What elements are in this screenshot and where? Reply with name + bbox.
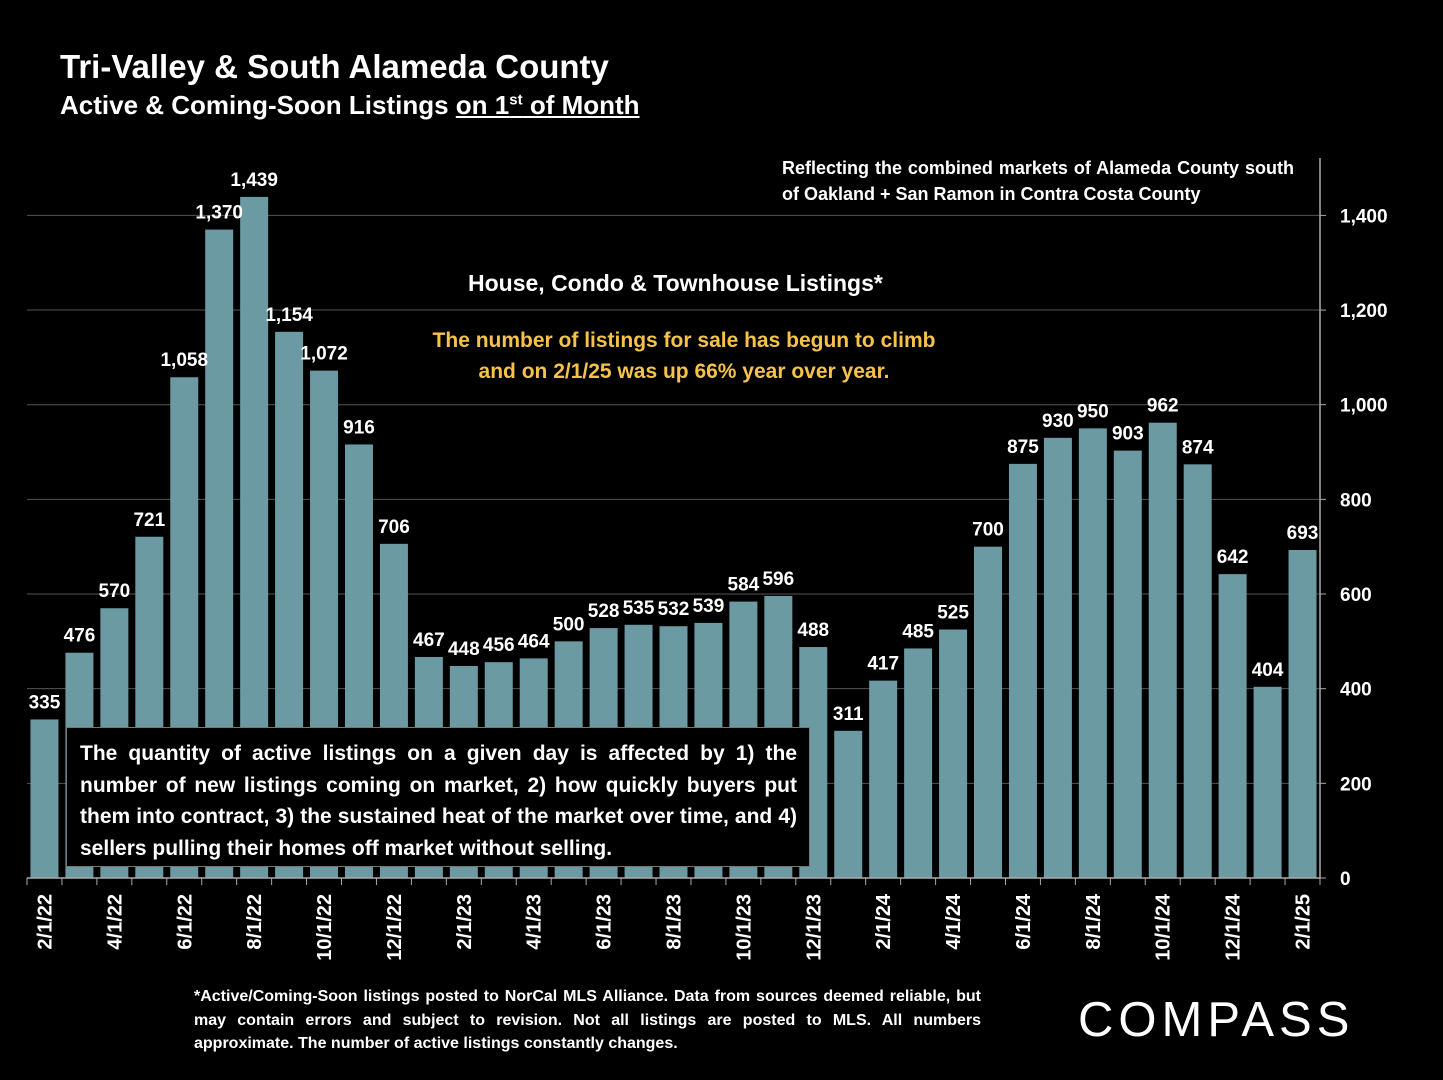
bar [1253,686,1282,878]
subtitle-main: Active & Coming-Soon Listings [60,90,456,120]
x-tick-label: 4/1/22 [104,894,126,950]
x-tick-label: 4/1/24 [943,893,965,949]
y-tick-label: 1,000 [1340,396,1388,417]
x-tick-labels: 2/1/22 4/1/22 6/1/22 8/1/22 10/1/22 12/1/22 2/… [34,893,1314,961]
bar [1218,574,1247,878]
data-label: 311 [833,704,864,725]
y-tick-label: 1,200 [1340,301,1388,322]
bar [904,648,933,878]
y-tick-label: 0 [1340,869,1351,890]
bar [1043,437,1072,878]
x-tick-label: 2/1/22 [34,894,56,950]
y-tick-label: 400 [1340,680,1372,701]
data-label: 962 [1147,396,1179,417]
data-label: 1,072 [300,344,348,365]
data-label: 916 [343,417,375,438]
bar [834,730,863,878]
x-tick-label: 10/1/22 [314,894,336,961]
data-label: 500 [553,614,585,635]
data-label: 525 [937,603,969,624]
y-tick-label: 200 [1340,774,1372,795]
subtitle-underlined-post: of Month [522,90,640,120]
bar [30,719,59,878]
bar [869,680,898,878]
highlight-line-1: The number of listings for sale has begu… [432,329,936,352]
subtitle-superscript: st [509,91,523,109]
data-labels: 335 476 570 721 1,058 1,370 1,439 1,154 1,072 916… [29,170,1319,725]
bar [1113,450,1142,878]
data-label: 464 [518,631,550,652]
x-tick-label: 8/1/22 [244,894,266,950]
data-label: 584 [728,575,760,596]
y-tick-labels: 0 200 400 600 800 1,000 1,200 1,400 [1340,206,1388,890]
listings-heading: House, Condo & Townhouse Listings* [468,270,883,296]
data-label: 1,439 [230,170,278,191]
data-label: 596 [762,569,794,590]
data-label: 706 [378,517,410,538]
y-tick-label: 1,400 [1340,206,1388,227]
market-note: Reflecting the combined markets of Alame… [782,158,1294,204]
data-label: 700 [972,520,1004,541]
compass-logo: COMPASS [1078,993,1355,1047]
data-label: 539 [693,596,725,617]
data-label: 335 [29,692,61,713]
highlight-note: The number of listings for sale has begu… [404,325,964,387]
x-tick-label: 12/1/22 [384,894,406,961]
data-label: 570 [99,581,131,602]
data-label: 950 [1077,401,1109,422]
bar [1148,422,1177,878]
chart-subtitle: Active & Coming-Soon Listings on 1st of … [60,90,640,121]
x-tick-label: 6/1/23 [594,894,616,950]
bar [1078,428,1107,878]
data-label: 930 [1042,411,1074,432]
bar [1008,463,1037,878]
footnote: *Active/Coming-Soon listings posted to N… [194,988,981,1052]
x-tick-label: 2/1/23 [454,894,476,950]
data-label: 528 [588,601,620,622]
bar [939,629,968,878]
x-tick-label: 8/1/23 [664,894,686,950]
data-label: 642 [1217,547,1249,568]
data-label: 488 [797,620,829,641]
data-label: 476 [64,626,96,647]
data-label: 535 [623,598,655,619]
data-label: 693 [1287,523,1319,544]
x-tick-label: 6/1/24 [1013,893,1035,949]
y-tick-label: 800 [1340,490,1372,511]
x-tick-label: 12/1/24 [1223,893,1245,961]
bar [974,546,1003,878]
bar [1288,550,1317,878]
highlight-line-2: and on 2/1/25 was up 66% year over year. [478,360,890,383]
x-tick-label: 2/1/25 [1293,894,1315,950]
axes [26,158,1326,885]
data-label: 467 [413,630,445,651]
data-label: 404 [1252,660,1284,681]
data-label: 417 [867,654,899,675]
data-label: 721 [133,510,165,531]
data-label: 1,370 [195,203,243,224]
data-label: 1,154 [265,305,313,326]
data-label: 448 [448,639,480,660]
data-label: 874 [1182,437,1214,458]
data-label: 532 [658,599,690,620]
x-tick-label: 12/1/23 [803,894,825,961]
bar [1183,464,1212,878]
data-label: 485 [902,621,934,642]
data-label: 875 [1007,437,1039,458]
explanation-box: The quantity of active listings on a giv… [66,727,810,867]
x-tick-label: 6/1/22 [174,894,196,950]
data-label: 1,058 [160,350,208,371]
subtitle-underlined: on 1st of Month [456,90,640,120]
data-label: 903 [1112,424,1144,445]
y-tick-label: 600 [1340,585,1372,606]
chart-title: Tri-Valley & South Alameda County [60,48,609,85]
x-tick-label: 8/1/24 [1083,893,1105,949]
data-label: 456 [483,635,515,656]
x-tick-label: 2/1/24 [873,893,895,949]
subtitle-underlined-pre: on 1 [455,90,510,120]
x-tick-label: 4/1/23 [524,894,546,950]
x-tick-label: 10/1/24 [1153,893,1175,961]
x-tick-label: 10/1/23 [733,894,755,961]
